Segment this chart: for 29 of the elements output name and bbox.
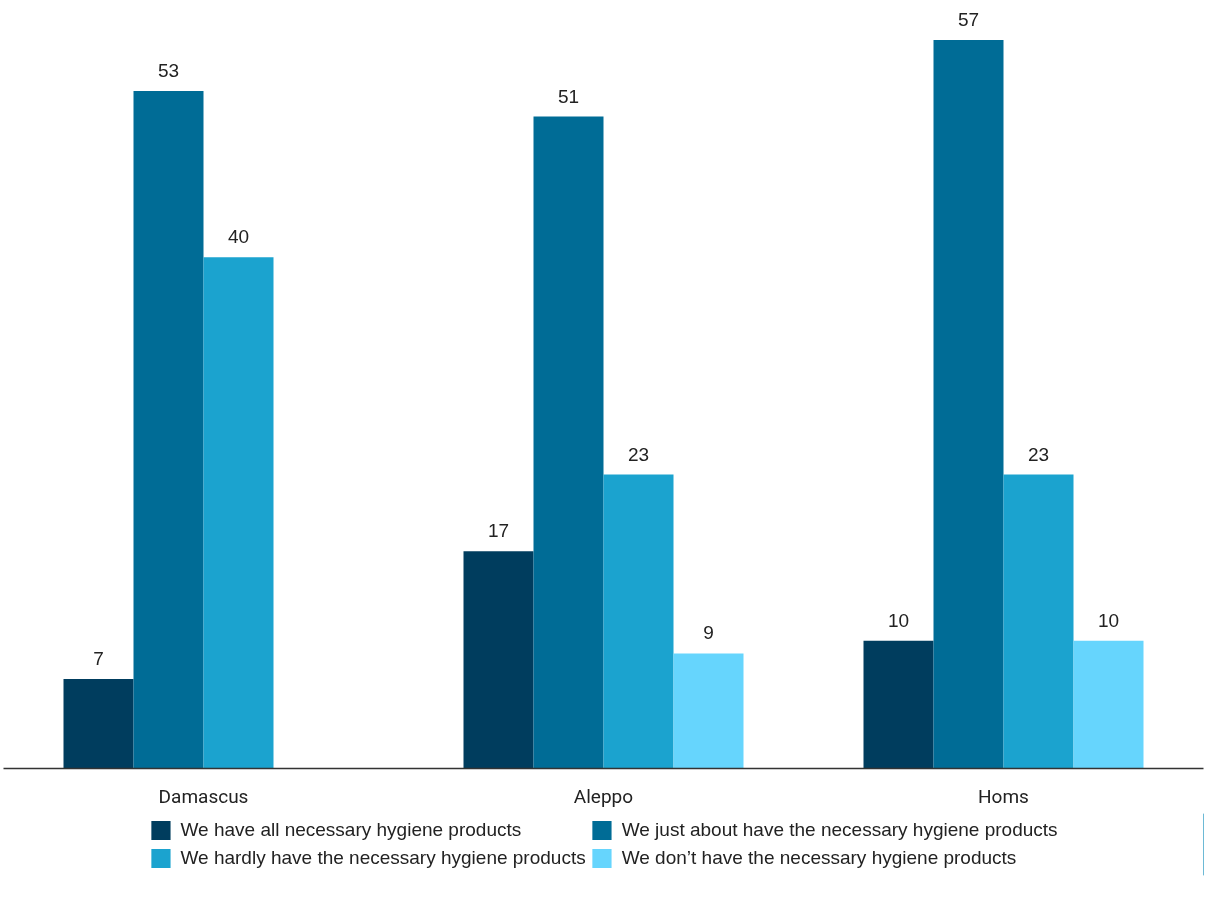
bar xyxy=(863,640,934,769)
legend-label: We don’t have the necessary hygiene products xyxy=(621,847,1017,869)
bar xyxy=(1073,640,1144,769)
bar xyxy=(603,474,674,769)
data-label: 7 xyxy=(93,648,104,670)
data-label: 10 xyxy=(1097,609,1120,631)
data-label: 9 xyxy=(703,622,714,644)
data-label: 23 xyxy=(1027,443,1050,465)
legend-label: We have all necessary hygiene products xyxy=(180,819,522,841)
data-label: 40 xyxy=(227,226,250,248)
data-label: 57 xyxy=(957,8,980,30)
x-tick-label: Damascus xyxy=(158,784,249,808)
bar xyxy=(63,679,134,769)
data-label: 17 xyxy=(487,520,510,542)
data-label: 53 xyxy=(157,60,180,82)
data-label: 23 xyxy=(627,443,650,465)
data-label: 10 xyxy=(887,609,910,631)
x-tick-label: Homs xyxy=(978,784,1029,808)
bar xyxy=(203,257,274,769)
legend-label: We just about have the necessary hygiene products xyxy=(621,819,1058,841)
bar xyxy=(463,551,534,769)
bar xyxy=(673,653,744,769)
legend-label: We hardly have the necessary hygiene products xyxy=(180,847,586,869)
x-tick-label: Aleppo xyxy=(573,784,634,808)
bar xyxy=(933,39,1004,769)
bar xyxy=(533,116,604,769)
bar xyxy=(1003,474,1074,769)
data-label: 51 xyxy=(557,85,580,107)
bar xyxy=(133,91,204,769)
